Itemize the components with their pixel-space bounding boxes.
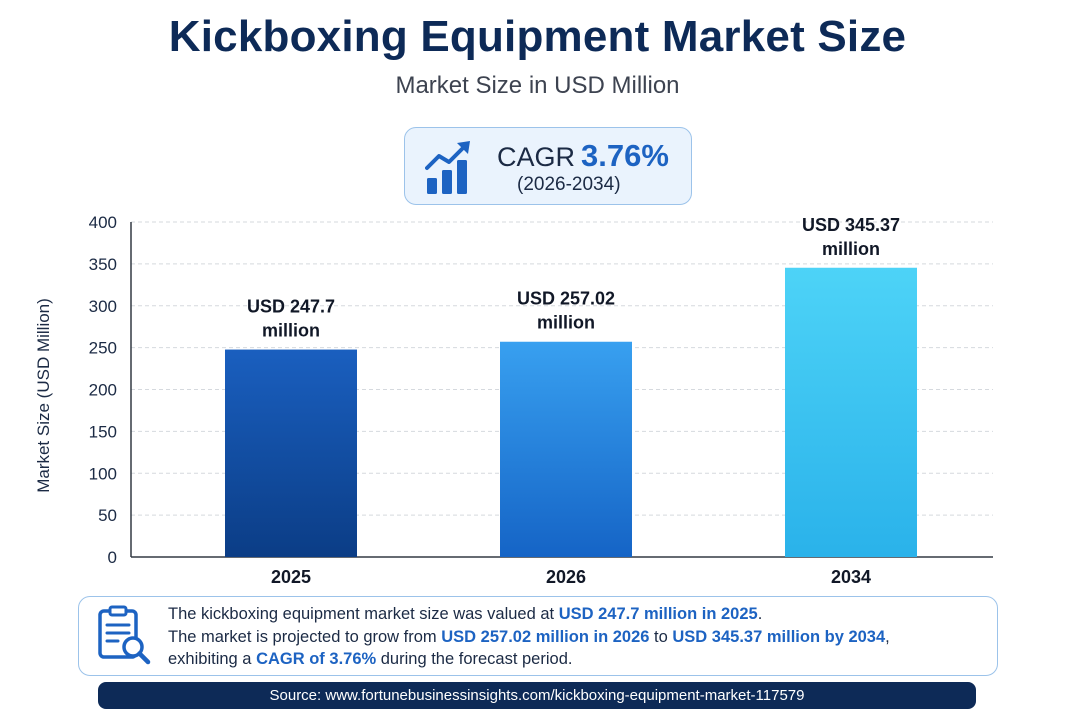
summary-box: The kickboxing equipment market size was… [78, 596, 998, 676]
data-label-unit-2034: million [822, 239, 880, 259]
cagr-label: CAGR [497, 142, 576, 172]
y-tick-label: 50 [98, 506, 117, 525]
summary-line-1: The kickboxing equipment market size was… [168, 605, 763, 623]
y-tick-label: 250 [89, 339, 117, 358]
data-label-unit-2025: million [262, 321, 320, 341]
cagr-badge: CAGR 3.76% (2026-2034) [404, 127, 692, 205]
chart-title: Kickboxing Equipment Market Size [168, 12, 907, 61]
data-label-unit-2026: million [537, 313, 595, 333]
bar-2025 [225, 349, 357, 557]
cagr-period: (2026-2034) [517, 174, 621, 195]
y-tick-label: 0 [108, 548, 117, 567]
summary-line-3: exhibiting a CAGR of 3.76% during the fo… [168, 650, 573, 668]
summary-line-2: The market is projected to grow from USD… [168, 627, 890, 646]
bar-chart: 0 50 100 150 200 250 300 350 400 Market Size (USD… [34, 213, 993, 587]
chart-subtitle: Market Size in USD Million [395, 72, 680, 99]
y-tick-label: 300 [89, 297, 117, 316]
x-tick-label: 2034 [831, 567, 871, 587]
bar-2034 [785, 267, 917, 557]
data-label-2025: USD 247.7 [247, 297, 335, 317]
bar-2026 [500, 341, 632, 557]
y-tick-label: 350 [89, 255, 117, 274]
cagr-value: 3.76% [581, 138, 669, 173]
data-label-2034: USD 345.37 [802, 215, 900, 235]
y-tick-label: 200 [89, 381, 117, 400]
data-label-2026: USD 257.02 [517, 289, 615, 309]
y-axis-title: Market Size (USD Million) [34, 298, 53, 493]
report-magnifier-icon [98, 605, 151, 665]
growth-bar-chart-icon [425, 141, 470, 194]
y-tick-label: 150 [89, 422, 117, 441]
source-banner: Source: www.fortunebusinessinsights.com/… [98, 682, 976, 709]
y-tick-label: 400 [89, 213, 117, 232]
y-tick-label: 100 [89, 464, 117, 483]
x-tick-label: 2025 [271, 567, 311, 587]
summary-text: The kickboxing equipment market size was… [168, 603, 890, 671]
x-tick-label: 2026 [546, 567, 586, 587]
